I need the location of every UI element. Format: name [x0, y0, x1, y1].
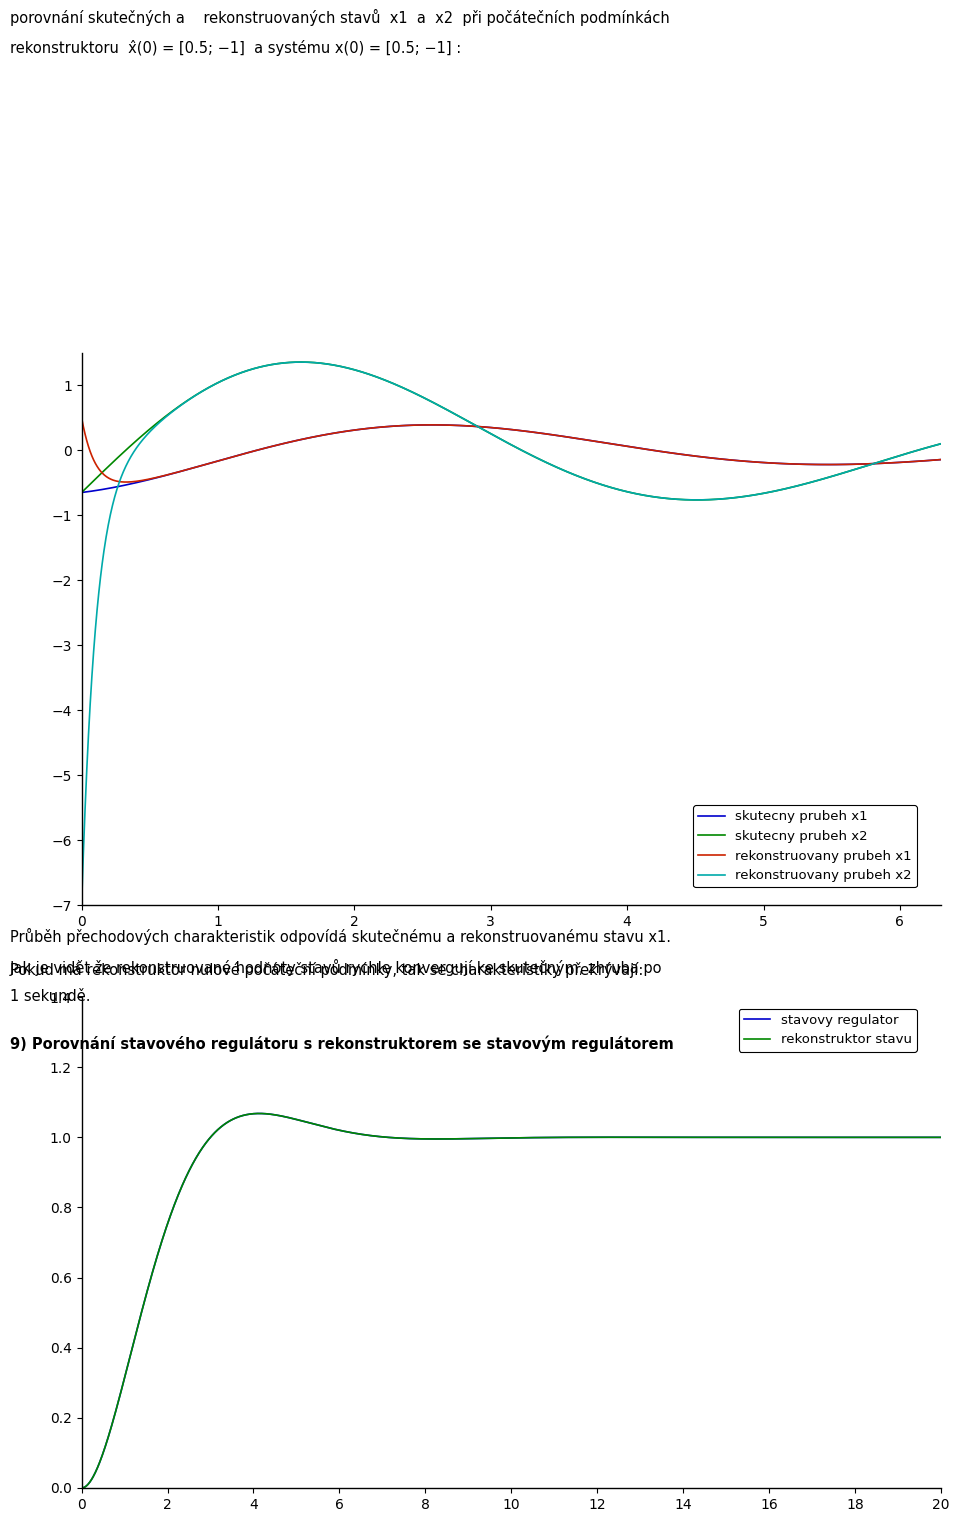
- Line: skutecny prubeh x1: skutecny prubeh x1: [82, 425, 941, 492]
- stavovy regulator: [253, 1104, 265, 1123]
- skutecny prubeh x2: [76, 483, 87, 502]
- skutecny prubeh x1: [494, 419, 506, 437]
- skutecny prubeh x1: [76, 483, 87, 502]
- rekonstruktor stavu: [910, 1127, 922, 1146]
- rekonstruktor stavu: [120, 1365, 132, 1384]
- rekonstruovany prubeh x2: [295, 353, 306, 371]
- stavovy regulator: [753, 1127, 764, 1146]
- skutecny prubeh x2: [471, 417, 483, 436]
- stavovy regulator: [910, 1127, 922, 1146]
- Text: rekonstruktoru  x̂(0) = [0.5; −1]  a systému x(0) = [0.5; −1] :: rekonstruktoru x̂(0) = [0.5; −1] a systé…: [10, 40, 461, 55]
- skutecny prubeh x1: [910, 453, 922, 471]
- rekonstruovany prubeh x2: [494, 430, 506, 448]
- stavovy regulator: [76, 1479, 87, 1497]
- rekonstruktor stavu: [253, 1104, 265, 1123]
- skutecny prubeh x2: [754, 485, 765, 503]
- rekonstruovany prubeh x2: [935, 434, 947, 453]
- rekonstruovany prubeh x2: [753, 485, 764, 503]
- Text: 1 sekundě.: 1 sekundě.: [10, 989, 90, 1005]
- skutecny prubeh x2: [295, 353, 306, 371]
- Legend: stavovy regulator, rekonstruktor stavu: stavovy regulator, rekonstruktor stavu: [738, 1009, 917, 1052]
- stavovy regulator: [471, 1129, 483, 1147]
- rekonstruovany prubeh x1: [753, 453, 764, 471]
- stavovy regulator: [910, 1127, 922, 1146]
- skutecny prubeh x1: [753, 453, 764, 471]
- Line: stavovy regulator: stavovy regulator: [82, 1114, 941, 1488]
- stavovy regulator: [120, 1365, 132, 1384]
- skutecny prubeh x1: [426, 416, 438, 434]
- rekonstruktor stavu: [753, 1127, 764, 1146]
- rekonstruktor stavu: [494, 1129, 506, 1147]
- rekonstruovany prubeh x1: [494, 419, 506, 437]
- skutecny prubeh x1: [935, 451, 947, 469]
- rekonstruktor stavu: [76, 1479, 87, 1497]
- skutecny prubeh x2: [910, 442, 922, 460]
- rekonstruktor stavu: [471, 1129, 483, 1147]
- Text: 9) Porovnání stavového regulátoru s rekonstruktorem se stavovým regulátorem: 9) Porovnání stavového regulátoru s reko…: [10, 1035, 673, 1052]
- skutecny prubeh x2: [494, 430, 506, 448]
- rekonstruovany prubeh x1: [471, 417, 483, 436]
- Text: porovnání skutečných a    rekonstruovaných stavů  x1  a  x2  při počátečních pod: porovnání skutečných a rekonstruovaných …: [10, 9, 669, 26]
- rekonstruovany prubeh x1: [910, 453, 922, 471]
- skutecny prubeh x2: [691, 491, 703, 509]
- rekonstruovany prubeh x1: [120, 472, 132, 491]
- Line: rekonstruktor stavu: rekonstruktor stavu: [82, 1114, 941, 1488]
- skutecny prubeh x2: [120, 442, 132, 460]
- rekonstruovany prubeh x2: [76, 896, 87, 914]
- Line: rekonstruovany prubeh x2: rekonstruovany prubeh x2: [82, 362, 941, 905]
- rekonstruovany prubeh x1: [935, 451, 947, 469]
- rekonstruovany prubeh x1: [120, 472, 132, 491]
- Line: skutecny prubeh x2: skutecny prubeh x2: [82, 362, 941, 500]
- skutecny prubeh x1: [471, 417, 483, 436]
- Text: Průběh přechodových charakteristik odpovídá skutečnému a rekonstruovanému stavu : Průběh přechodových charakteristik odpov…: [10, 928, 671, 945]
- stavovy regulator: [935, 1127, 947, 1146]
- rekonstruovany prubeh x1: [910, 453, 922, 471]
- rekonstruktor stavu: [935, 1127, 947, 1146]
- Text: Pokud má rekonstruktor nulové počáteční podmínky, tak se charakteristiky překrýv: Pokud má rekonstruktor nulové počáteční …: [10, 962, 643, 977]
- Text: Jak je vidět že rekonstruované hodnoty stavů rychle konvergují ke skutečným, zhr: Jak je vidět že rekonstruované hodnoty s…: [10, 959, 662, 976]
- rekonstruovany prubeh x2: [910, 442, 922, 460]
- rekonstruovany prubeh x1: [76, 408, 87, 426]
- skutecny prubeh x2: [911, 442, 923, 460]
- Line: rekonstruovany prubeh x1: rekonstruovany prubeh x1: [82, 417, 941, 482]
- stavovy regulator: [494, 1129, 506, 1147]
- skutecny prubeh x2: [935, 434, 947, 453]
- rekonstruovany prubeh x2: [471, 417, 483, 436]
- rekonstruktor stavu: [910, 1127, 922, 1146]
- rekonstruovany prubeh x2: [120, 457, 132, 476]
- rekonstruovany prubeh x2: [910, 442, 922, 460]
- skutecny prubeh x1: [120, 476, 132, 494]
- Legend: skutecny prubeh x1, skutecny prubeh x2, rekonstruovany prubeh x1, rekonstruovany: skutecny prubeh x1, skutecny prubeh x2, …: [693, 805, 917, 887]
- skutecny prubeh x1: [910, 453, 922, 471]
